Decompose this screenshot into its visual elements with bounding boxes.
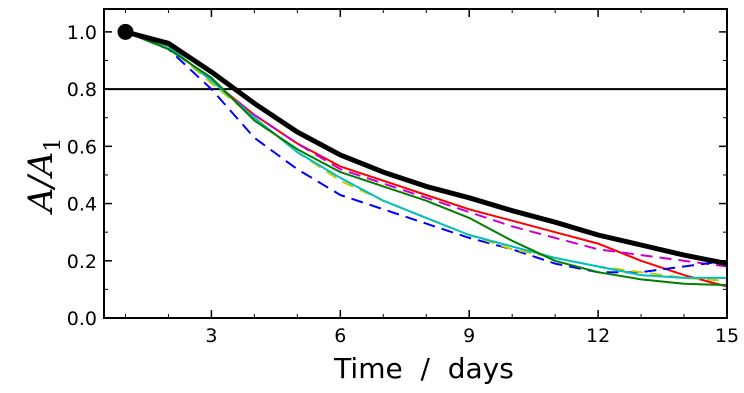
x-tick-label: 6 bbox=[334, 325, 346, 347]
start-point-marker bbox=[117, 23, 134, 40]
y-axis-title-subscript: 1 bbox=[41, 138, 66, 152]
series-line-5 bbox=[125, 30, 728, 282]
x-tick-label: 12 bbox=[586, 325, 610, 347]
series-line-4 bbox=[125, 30, 728, 274]
y-tick-label: 0.0 bbox=[67, 308, 97, 330]
y-tick-label: 0.6 bbox=[67, 136, 97, 158]
marks bbox=[117, 23, 134, 40]
x-tick-label: 9 bbox=[463, 325, 475, 347]
y-axis-title: A/A1 bbox=[21, 138, 66, 216]
plot-frame bbox=[103, 8, 728, 319]
y-tick-label: 0.8 bbox=[67, 79, 97, 101]
svg-text:A/A1: A/A1 bbox=[21, 138, 66, 216]
series-line-6 bbox=[125, 30, 727, 279]
x-tick-label: 3 bbox=[205, 325, 217, 347]
y-tick-label: 0.2 bbox=[67, 251, 97, 273]
y-axis-title-main: A/A bbox=[21, 152, 61, 216]
y-tick-label: 1.0 bbox=[67, 22, 97, 44]
series-line-7 bbox=[125, 30, 728, 287]
y-tick-label: 0.4 bbox=[67, 194, 97, 216]
ticks bbox=[104, 9, 728, 319]
plot-lines bbox=[104, 29, 728, 288]
x-tick-label: 15 bbox=[715, 325, 739, 347]
tick-labels: 3 6 9 12 15 0.0 0.2 0.4 0.6 0.8 1.0 bbox=[67, 22, 739, 347]
series-line-3 bbox=[125, 30, 728, 268]
series-line-2 bbox=[125, 30, 728, 288]
x-axis-title: Time / days bbox=[333, 352, 514, 385]
series-line-1 bbox=[124, 29, 728, 267]
